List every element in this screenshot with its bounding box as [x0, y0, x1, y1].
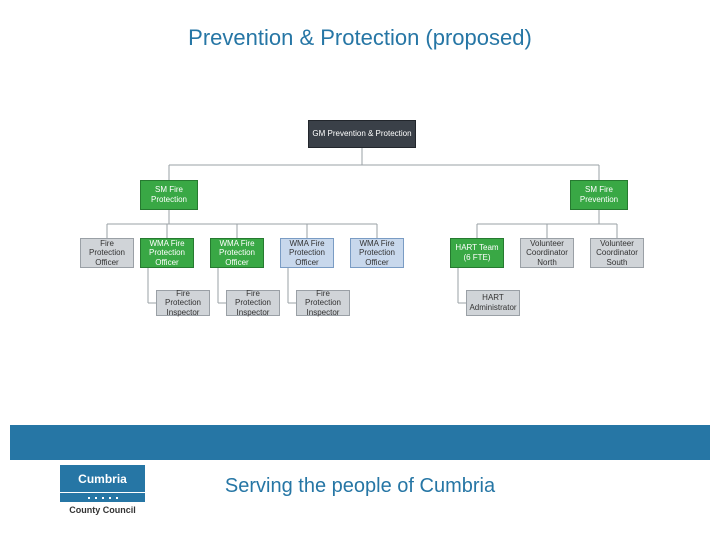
node-smp: SM Fire Protection	[140, 180, 198, 210]
node-fpi2: Fire Protection Inspector	[226, 290, 280, 316]
node-vcs: Volunteer Coordinator South	[590, 238, 644, 268]
node-wma4: WMA Fire Protection Officer	[350, 238, 404, 268]
node-wma1: WMA Fire Protection Officer	[140, 238, 194, 268]
node-fpi3: Fire Protection Inspector	[296, 290, 350, 316]
node-wma3: WMA Fire Protection Officer	[280, 238, 334, 268]
node-fpo: Fire Protection Officer	[80, 238, 134, 268]
org-chart: GM Prevention & Protection SM Fire Protec…	[80, 120, 645, 350]
logo-sub: County Council	[60, 505, 145, 515]
node-fpi1: Fire Protection Inspector	[156, 290, 210, 316]
node-wma2: WMA Fire Protection Officer	[210, 238, 264, 268]
node-smv: SM Fire Prevention	[570, 180, 628, 210]
page-title: Prevention & Protection (proposed)	[0, 25, 720, 51]
node-gm: GM Prevention & Protection	[308, 120, 416, 148]
node-vcn: Volunteer Coordinator North	[520, 238, 574, 268]
node-hart: HART Team (6 FTE)	[450, 238, 504, 268]
node-hadm: HART Administrator	[466, 290, 520, 316]
footer-bar	[10, 425, 710, 460]
tagline: Serving the people of Cumbria	[0, 475, 720, 498]
